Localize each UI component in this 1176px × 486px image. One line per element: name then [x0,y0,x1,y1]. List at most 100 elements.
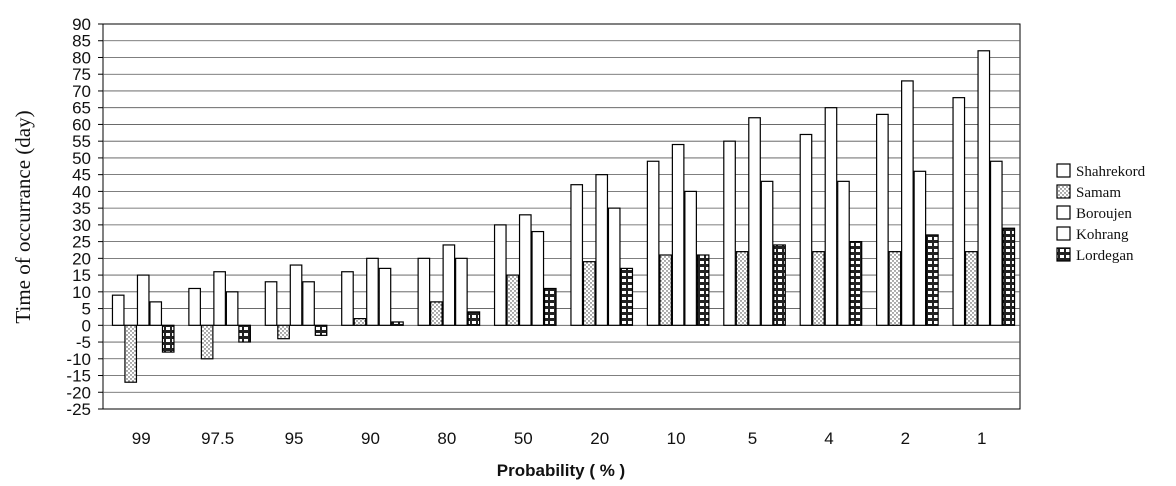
legend-swatch [1056,184,1071,199]
bar [1002,227,1016,326]
x-tick-label: 99 [132,429,151,448]
bars [111,50,1016,383]
x-axis-label: Probability ( % ) [497,461,625,480]
bar [926,234,939,326]
y-tick-label: 70 [72,82,91,101]
y-tick-label: 45 [72,166,91,185]
bar [543,287,557,326]
bar [225,291,239,326]
y-tick-label: 5 [82,300,91,319]
bar [124,324,138,383]
y-tick-label: 30 [72,216,91,235]
legend-label: Boroujen [1076,206,1132,222]
bar [913,170,927,326]
bar [289,264,303,326]
x-tick-label: 2 [901,429,910,448]
x-tick-label: 1 [977,429,986,448]
bar [264,281,278,326]
bar [353,318,367,326]
y-tick-label: 80 [72,48,91,67]
legend-label: Lordegan [1076,248,1134,264]
y-tick-label: 0 [82,316,91,335]
legend-label: Samam [1076,185,1121,201]
bar [964,251,978,326]
bar [824,107,838,326]
legend: Shahrekord Samam Boroujen Kohrang Lordegan [1056,163,1146,264]
bar [723,140,736,326]
bar [161,324,175,353]
y-tick-label: 40 [72,182,91,201]
bar [455,257,468,326]
gridlines [103,40,1020,393]
bar [442,244,456,326]
bar [620,267,634,326]
bar [799,133,813,326]
x-tick-label: 4 [824,429,833,448]
bar [888,251,902,326]
bar [582,261,596,326]
bar [837,180,850,326]
bar [735,251,749,326]
bar [748,117,761,326]
bar [417,257,431,326]
bar [149,301,163,326]
bar [302,281,315,326]
x-tick-label: 97.5 [201,429,234,448]
legend-swatch [1056,226,1071,241]
y-tick-labels: -25-20-15-10-505101520253035404550556065… [66,15,103,419]
bar [876,113,889,326]
legend-swatch [1056,205,1071,220]
bar [136,274,150,326]
y-tick-label: 85 [72,32,91,51]
plot-area [102,23,1021,410]
bar [570,184,584,326]
bar [812,251,825,326]
y-tick-label: 20 [72,249,91,268]
bar [378,267,392,326]
bar [341,271,354,326]
bar [213,271,226,326]
bar [506,274,520,326]
bar [277,324,290,340]
y-tick-label: -5 [76,333,91,352]
bar [760,180,774,326]
x-tick-label: 5 [748,429,757,448]
y-tick-label: 55 [72,132,91,151]
bar [607,207,621,326]
bar [696,254,710,326]
bar [314,324,328,336]
bar [849,241,863,326]
bar [238,324,251,343]
bar [518,214,532,326]
bar [952,97,966,326]
y-axis-label: Time of occurrance (day) [11,110,35,323]
y-tick-label: 15 [72,266,91,285]
bar [467,311,481,326]
y-tick-label: 90 [72,15,91,34]
bar [200,324,214,360]
bar [659,254,672,326]
x-tick-label: 95 [285,429,304,448]
bar [646,160,660,326]
y-tick-label: 50 [72,149,91,168]
x-tick-label: 20 [590,429,609,448]
y-tick-label: 75 [72,65,91,84]
y-tick-label: -25 [66,400,91,419]
bar [595,174,609,326]
bar [391,321,404,326]
y-tick-label: 60 [72,115,91,134]
bar [684,190,697,326]
bar [111,294,125,326]
bar [366,257,379,326]
y-tick-label: -10 [66,350,91,369]
x-tick-label: 50 [514,429,533,448]
bar [773,244,786,326]
bar [188,287,201,326]
y-tick-label: 35 [72,199,91,218]
bar [493,224,507,326]
x-tick-label: 80 [437,429,456,448]
x-tick-labels: 99 97.5 95 90 80 50 20 10 5 4 2 1 [132,429,987,448]
y-tick-label: 65 [72,99,91,118]
y-tick-label: 10 [72,283,91,302]
